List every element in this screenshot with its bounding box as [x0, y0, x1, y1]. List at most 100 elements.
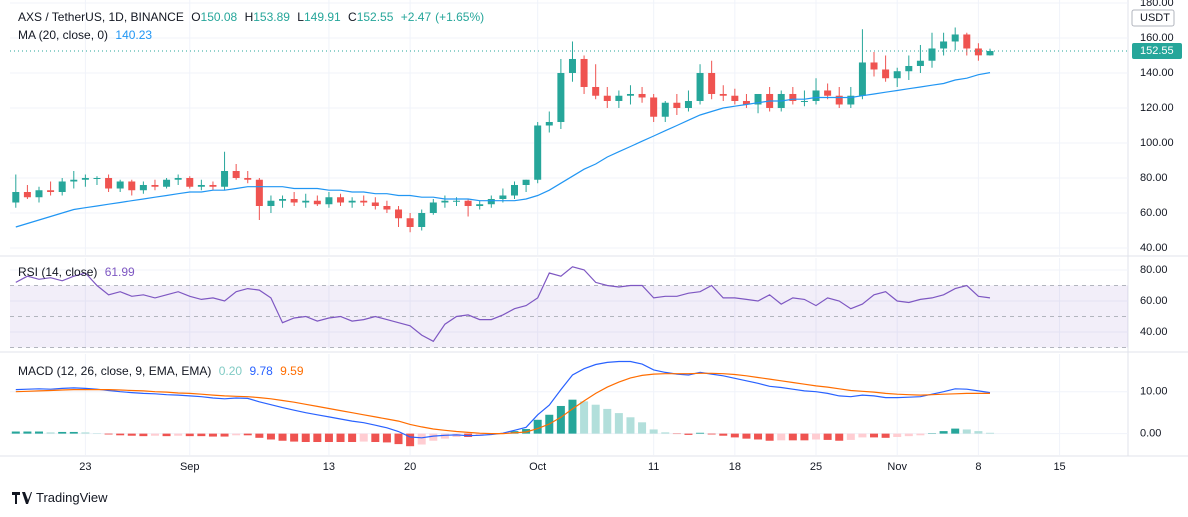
y-tick-label: 80.00 — [1140, 172, 1168, 184]
histogram-bar — [522, 429, 531, 434]
candle-body — [615, 95, 623, 101]
x-tick-label: 20 — [404, 461, 416, 473]
histogram-bar — [475, 433, 484, 436]
histogram-bar — [870, 433, 879, 438]
candle-body — [58, 181, 66, 192]
x-tick-label: 18 — [729, 461, 741, 473]
histogram-bar — [162, 433, 171, 437]
candle-body — [325, 197, 333, 205]
signal-value: 9.59 — [280, 364, 304, 378]
candle-body — [395, 209, 403, 219]
candle-body — [93, 177, 101, 179]
high-label: H — [244, 10, 254, 24]
last-price-label: 152.55 — [1140, 45, 1174, 57]
candle-body — [789, 93, 797, 101]
histogram-bar — [916, 433, 925, 436]
histogram-bar — [556, 405, 565, 434]
candle-body — [337, 197, 345, 203]
histogram-bar — [208, 433, 217, 437]
candle-body — [905, 65, 913, 72]
band-fill — [10, 285, 1128, 348]
histogram-bar — [765, 433, 774, 441]
candle-body — [986, 51, 994, 56]
histogram-bar — [290, 433, 299, 442]
close-value: 152.55 — [356, 10, 394, 24]
histogram-bar — [313, 433, 322, 443]
x-tick-label: 11 — [648, 461, 659, 473]
candle-body — [673, 102, 681, 108]
candle-body — [429, 202, 437, 213]
histogram-bar — [591, 404, 600, 434]
y-tick-label: 100.00 — [1140, 137, 1174, 149]
candle-body — [174, 177, 182, 180]
x-tick-label: 23 — [79, 461, 91, 473]
candle-body — [139, 184, 147, 191]
last-price-box — [1132, 43, 1182, 60]
histogram-bar — [440, 433, 449, 439]
histogram-bar — [754, 433, 763, 440]
histogram-bar — [533, 419, 542, 434]
series-line — [15, 372, 990, 435]
y-tick-label: 120.00 — [1140, 102, 1174, 114]
rsi-value: 61.99 — [104, 265, 135, 279]
histogram-bar — [800, 433, 809, 441]
candle-body — [858, 62, 866, 96]
candle-body — [545, 121, 553, 126]
x-tick-label: 13 — [323, 461, 335, 473]
candle-body — [557, 72, 565, 122]
candle-body — [708, 72, 716, 94]
candle-body — [313, 200, 321, 205]
candle-body — [70, 179, 78, 182]
candle-body — [476, 204, 484, 206]
candle-body — [441, 200, 449, 203]
histogram-bar — [962, 429, 971, 434]
ma-value: 140.23 — [115, 28, 153, 42]
candle-body — [197, 184, 205, 187]
histogram-bar — [603, 408, 612, 434]
y-tick-label: 40.00 — [1140, 242, 1168, 254]
open-value: 150.08 — [200, 10, 238, 24]
candle-body — [824, 90, 832, 96]
histogram-bar — [139, 433, 148, 437]
histogram-bar — [649, 429, 658, 434]
histogram-bar — [614, 413, 623, 434]
candle-body — [151, 184, 159, 187]
histogram-bar — [58, 431, 67, 434]
rsi-legend: RSI (14, close) 61.99 — [18, 265, 139, 279]
histogram-bar — [69, 431, 78, 434]
macd-legend: MACD (12, 26, close, 9, EMA, EMA) 0.20 9… — [18, 364, 308, 378]
candle-body — [348, 200, 356, 203]
candle-body — [731, 95, 739, 101]
histogram-bar — [243, 433, 252, 436]
histogram-bar — [394, 433, 403, 445]
histogram-bar — [348, 433, 357, 443]
candle-body — [522, 179, 530, 185]
candle-body — [940, 41, 948, 49]
candle-body — [928, 48, 936, 61]
histogram-bar — [881, 433, 890, 438]
histogram-bar — [707, 433, 716, 435]
histogram-bar — [974, 431, 983, 434]
histogram-bar — [661, 432, 670, 434]
histogram-bar — [371, 433, 380, 443]
candle-body — [186, 177, 194, 187]
histogram-bar — [232, 433, 241, 436]
histogram-bar — [382, 433, 391, 443]
rsi-title: RSI (14, close) — [18, 265, 98, 279]
candle-body — [800, 100, 808, 102]
hist-value: 0.20 — [218, 364, 243, 378]
candle-body — [684, 100, 692, 108]
histogram-bar — [580, 401, 589, 434]
candle-body — [128, 181, 136, 191]
change: +2.47 — [400, 10, 432, 24]
histogram-bar — [904, 433, 913, 437]
brand: TradingView — [36, 490, 108, 505]
candle-body — [23, 191, 31, 198]
candle-body — [487, 198, 495, 205]
candle-body — [661, 102, 669, 117]
macd-value: 9.78 — [249, 364, 273, 378]
open-label: O — [191, 10, 201, 24]
x-tick-label: 25 — [810, 461, 822, 473]
candle-body — [371, 202, 379, 206]
